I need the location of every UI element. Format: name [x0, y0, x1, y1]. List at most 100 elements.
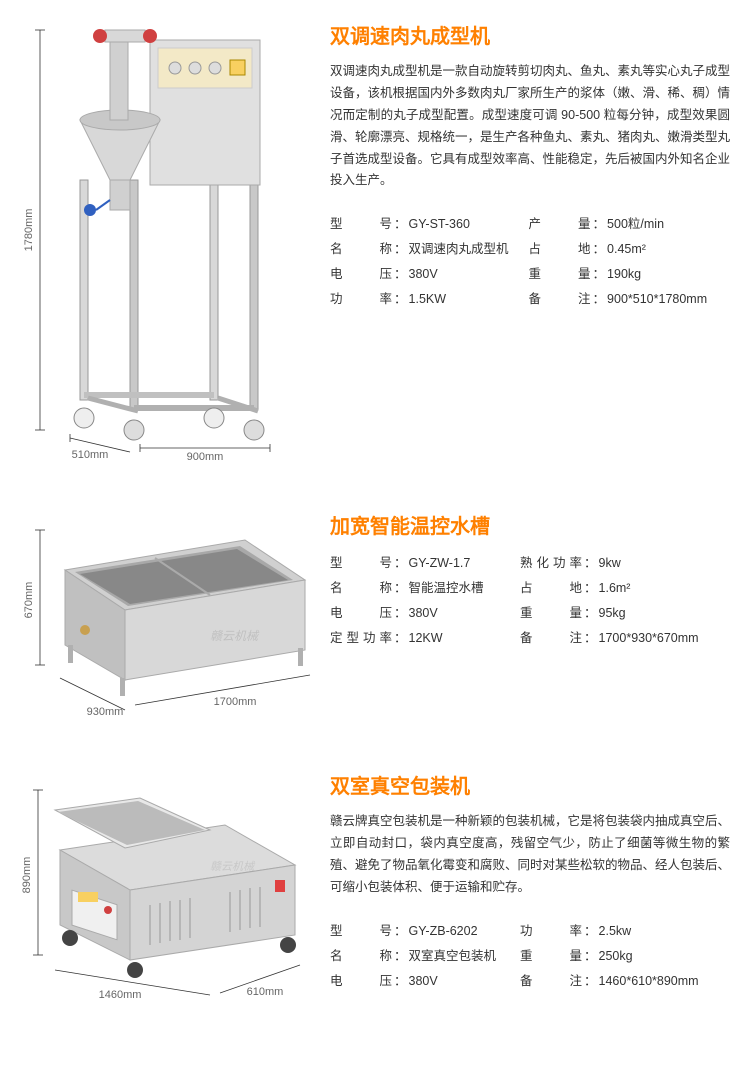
spec-col-right: 产量：500粒/min占地：0.45m²重量：190kg备注：900*510*1…: [529, 212, 708, 312]
spec-value: 190kg: [607, 262, 641, 287]
product-card: 670mm 赣云机械 1700mm 930mm 加宽智能温控水槽: [0, 480, 750, 740]
spec-value: 380V: [409, 969, 438, 994]
svg-text:赣云机械: 赣云机械: [210, 629, 260, 643]
product-description: 赣云牌真空包装机是一种新颖的包装机械，它是将包装袋内抽成真空后、立即自动封口，袋…: [330, 811, 730, 899]
spec-label: 名称: [330, 237, 392, 262]
spec-row: 电压：380V: [330, 262, 509, 287]
spec-col-left: 型号：GY-ZB-6202名称：双室真空包装机电压：380V: [330, 919, 500, 994]
spec-row: 名称：智能温控水槽: [330, 576, 500, 601]
spec-label: 电压: [330, 601, 392, 626]
spec-row: 产量：500粒/min: [529, 212, 708, 237]
svg-text:670mm: 670mm: [23, 582, 35, 619]
spec-label: 重量: [529, 262, 591, 287]
spec-label: 占地: [520, 576, 582, 601]
spec-label: 备注: [520, 626, 582, 651]
product-image-3: 890mm: [10, 770, 320, 1010]
spec-row: 电压：380V: [330, 969, 500, 994]
product-info: 加宽智能温控水槽 型号：GY-ZW-1.7名称：智能温控水槽电压：380V定型功…: [320, 510, 730, 651]
svg-text:510mm: 510mm: [72, 449, 109, 460]
spec-value: 智能温控水槽: [409, 576, 484, 601]
spec-value: 0.45m²: [607, 237, 646, 262]
product-title: 双调速肉丸成型机: [330, 20, 730, 49]
spec-label: 熟化功率: [520, 551, 582, 576]
spec-label: 重量: [520, 944, 582, 969]
spec-table: 型号：GY-ST-360名称：双调速肉丸成型机电压：380V功率：1.5KW 产…: [330, 212, 730, 312]
spec-row: 熟化功率：9kw: [520, 551, 699, 576]
spec-table: 型号：GY-ZW-1.7名称：智能温控水槽电压：380V定型功率：12KW 熟化…: [330, 551, 730, 651]
product-info: 双室真空包装机 赣云牌真空包装机是一种新颖的包装机械，它是将包装袋内抽成真空后、…: [320, 770, 730, 994]
spec-row: 功率：2.5kw: [520, 919, 699, 944]
spec-label: 占地: [529, 237, 591, 262]
spec-row: 定型功率：12KW: [330, 626, 500, 651]
spec-label: 电压: [330, 969, 392, 994]
svg-text:赣云机械: 赣云机械: [210, 860, 256, 873]
spec-value: 1.6m²: [599, 576, 631, 601]
svg-text:930mm: 930mm: [87, 706, 124, 718]
spec-table: 型号：GY-ZB-6202名称：双室真空包装机电压：380V 功率：2.5kw重…: [330, 919, 730, 994]
svg-text:900mm: 900mm: [187, 451, 224, 460]
product-card: 1780mm: [0, 0, 750, 480]
spec-row: 重量：95kg: [520, 601, 699, 626]
spec-row: 备注：1700*930*670mm: [520, 626, 699, 651]
spec-label: 功率: [520, 919, 582, 944]
spec-value: 1700*930*670mm: [599, 626, 699, 651]
spec-label: 备注: [529, 287, 591, 312]
spec-row: 型号：GY-ST-360: [330, 212, 509, 237]
product-title: 加宽智能温控水槽: [330, 510, 730, 539]
spec-row: 型号：GY-ZW-1.7: [330, 551, 500, 576]
spec-row: 备注：900*510*1780mm: [529, 287, 708, 312]
spec-row: 占地：0.45m²: [529, 237, 708, 262]
spec-label: 型号: [330, 551, 392, 576]
spec-label: 型号: [330, 212, 392, 237]
svg-text:890mm: 890mm: [21, 857, 33, 894]
svg-text:1460mm: 1460mm: [99, 989, 142, 1001]
spec-value: GY-ZB-6202: [409, 919, 478, 944]
spec-label: 重量: [520, 601, 582, 626]
spec-label: 名称: [330, 576, 392, 601]
spec-value: 1.5KW: [409, 287, 447, 312]
spec-value: 2.5kw: [599, 919, 632, 944]
spec-row: 电压：380V: [330, 601, 500, 626]
spec-value: 900*510*1780mm: [607, 287, 707, 312]
spec-col-right: 功率：2.5kw重量：250kg备注：1460*610*890mm: [520, 919, 699, 994]
product-info: 双调速肉丸成型机 双调速肉丸成型机是一款自动旋转剪切肉丸、鱼丸、素丸等实心丸子成…: [320, 20, 730, 312]
spec-value: 双调速肉丸成型机: [409, 237, 509, 262]
product-title: 双室真空包装机: [330, 770, 730, 799]
product-card: 890mm: [0, 740, 750, 1030]
spec-value: GY-ZW-1.7: [409, 551, 471, 576]
spec-value: 9kw: [599, 551, 621, 576]
product-image-2: 670mm 赣云机械 1700mm 930mm: [10, 510, 320, 720]
spec-row: 重量：250kg: [520, 944, 699, 969]
spec-label: 定型功率: [330, 626, 392, 651]
spec-value: 12KW: [409, 626, 443, 651]
spec-label: 电压: [330, 262, 392, 287]
spec-value: 380V: [409, 262, 438, 287]
spec-label: 产量: [529, 212, 591, 237]
spec-value: 380V: [409, 601, 438, 626]
spec-col-left: 型号：GY-ST-360名称：双调速肉丸成型机电压：380V功率：1.5KW: [330, 212, 509, 312]
product-image-1: 1780mm: [10, 20, 320, 460]
spec-value: 95kg: [599, 601, 626, 626]
spec-row: 型号：GY-ZB-6202: [330, 919, 500, 944]
spec-value: 250kg: [599, 944, 633, 969]
spec-value: GY-ST-360: [409, 212, 470, 237]
spec-value: 500粒/min: [607, 212, 664, 237]
spec-label: 功率: [330, 287, 392, 312]
svg-text:1700mm: 1700mm: [214, 696, 257, 708]
svg-text:1780mm: 1780mm: [23, 209, 35, 252]
spec-label: 型号: [330, 919, 392, 944]
spec-label: 名称: [330, 944, 392, 969]
spec-value: 1460*610*890mm: [599, 969, 699, 994]
spec-col-left: 型号：GY-ZW-1.7名称：智能温控水槽电压：380V定型功率：12KW: [330, 551, 500, 651]
spec-row: 名称：双调速肉丸成型机: [330, 237, 509, 262]
spec-col-right: 熟化功率：9kw占地：1.6m²重量：95kg备注：1700*930*670mm: [520, 551, 699, 651]
spec-row: 备注：1460*610*890mm: [520, 969, 699, 994]
spec-label: 备注: [520, 969, 582, 994]
spec-row: 名称：双室真空包装机: [330, 944, 500, 969]
spec-row: 功率：1.5KW: [330, 287, 509, 312]
product-description: 双调速肉丸成型机是一款自动旋转剪切肉丸、鱼丸、素丸等实心丸子成型设备，该机根据国…: [330, 61, 730, 192]
spec-value: 双室真空包装机: [409, 944, 497, 969]
svg-text:610mm: 610mm: [247, 986, 284, 998]
spec-row: 重量：190kg: [529, 262, 708, 287]
spec-row: 占地：1.6m²: [520, 576, 699, 601]
